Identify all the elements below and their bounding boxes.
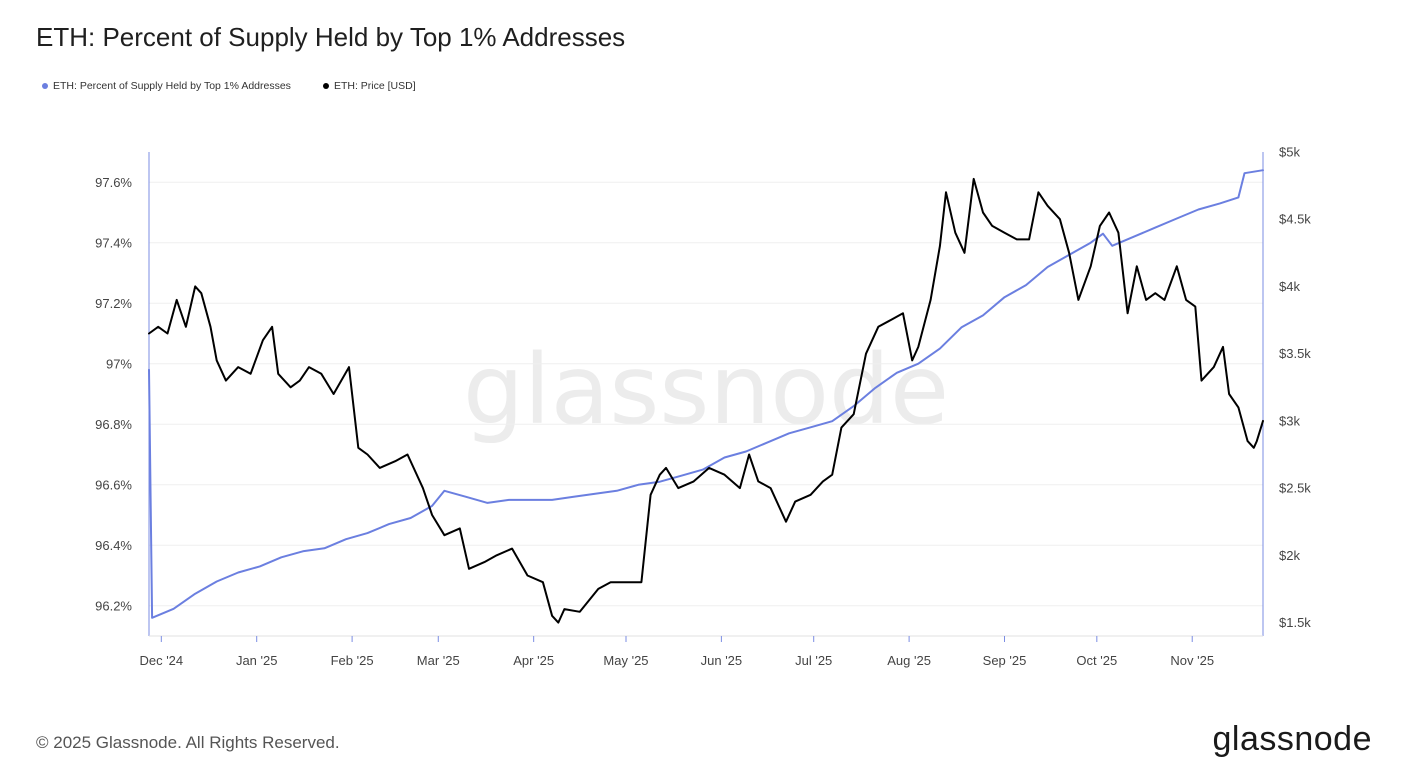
x-tick-label: Dec '24 — [139, 653, 183, 668]
x-tick-label: Sep '25 — [983, 653, 1027, 668]
x-tick-label: Nov '25 — [1170, 653, 1214, 668]
legend-swatch-price — [322, 83, 329, 89]
left-tick-label: 96.2% — [95, 598, 132, 613]
right-tick-label: $4.5k — [1279, 212, 1311, 227]
left-tick-label: 96.8% — [95, 417, 132, 432]
left-tick-label: 97.2% — [95, 296, 132, 311]
left-tick-label: 97% — [106, 356, 132, 371]
x-tick-label: Jun '25 — [701, 653, 743, 668]
right-tick-label: $3.5k — [1279, 346, 1311, 361]
right-tick-label: $4k — [1279, 279, 1300, 294]
legend-item-supply[interactable]: ETH: Percent of Supply Held by Top 1% Ad… — [42, 80, 291, 92]
legend: ETH: Percent of Supply Held by Top 1% Ad… — [42, 80, 448, 92]
legend-swatch-supply — [42, 83, 48, 89]
left-tick-label: 96.6% — [95, 477, 132, 492]
left-tick-label: 97.4% — [95, 235, 132, 250]
x-tick-label: Jul '25 — [795, 653, 832, 668]
series-line-supply-share — [148, 169, 1264, 619]
series-line-eth-price — [148, 177, 1264, 624]
x-axis-ticks: Dec '24 Jan '25 Feb '25 Mar '25 Apr '25 May '… — [139, 636, 1214, 668]
left-axis-ticks: 96.2% 96.4% 96.6% 96.8% 97% 97.2% 97.4% 97.6% — [95, 175, 132, 614]
chart-plot-area: glassnode Dec '24 Jan '25 Feb '25 Mar '25 Ap… — [95, 145, 1311, 669]
x-tick-label: Apr '25 — [513, 653, 554, 668]
right-tick-label: $1.5k — [1279, 615, 1311, 630]
right-tick-label: $3k — [1279, 413, 1300, 428]
x-tick-label: Oct '25 — [1076, 653, 1117, 668]
footer-copyright: © 2025 Glassnode. All Rights Reserved. — [36, 733, 340, 752]
x-tick-label: Jan '25 — [236, 653, 278, 668]
footer-brand-logo: glassnode — [1212, 720, 1372, 758]
watermark-text: glassnode — [463, 334, 949, 446]
left-tick-label: 97.6% — [95, 175, 132, 190]
x-tick-label: May '25 — [603, 653, 648, 668]
x-tick-label: Mar '25 — [417, 653, 460, 668]
legend-label-supply: ETH: Percent of Supply Held by Top 1% Ad… — [53, 80, 291, 92]
right-tick-label: $2.5k — [1279, 481, 1311, 496]
x-tick-label: Feb '25 — [331, 653, 374, 668]
x-tick-label: Aug '25 — [887, 653, 931, 668]
right-tick-label: $5k — [1279, 145, 1300, 160]
grid-lines — [149, 181, 1263, 607]
left-tick-label: 96.4% — [95, 538, 132, 553]
legend-label-price: ETH: Price [USD] — [333, 80, 416, 92]
chart-title: ETH: Percent of Supply Held by Top 1% Ad… — [36, 22, 626, 52]
legend-item-price[interactable]: ETH: Price [USD] — [322, 80, 416, 92]
right-tick-label: $2k — [1279, 548, 1300, 563]
series-layer — [148, 169, 1264, 624]
right-axis-ticks: $1.5k $2k $2.5k $3k $3.5k $4k $4.5k $5k — [1279, 145, 1311, 631]
